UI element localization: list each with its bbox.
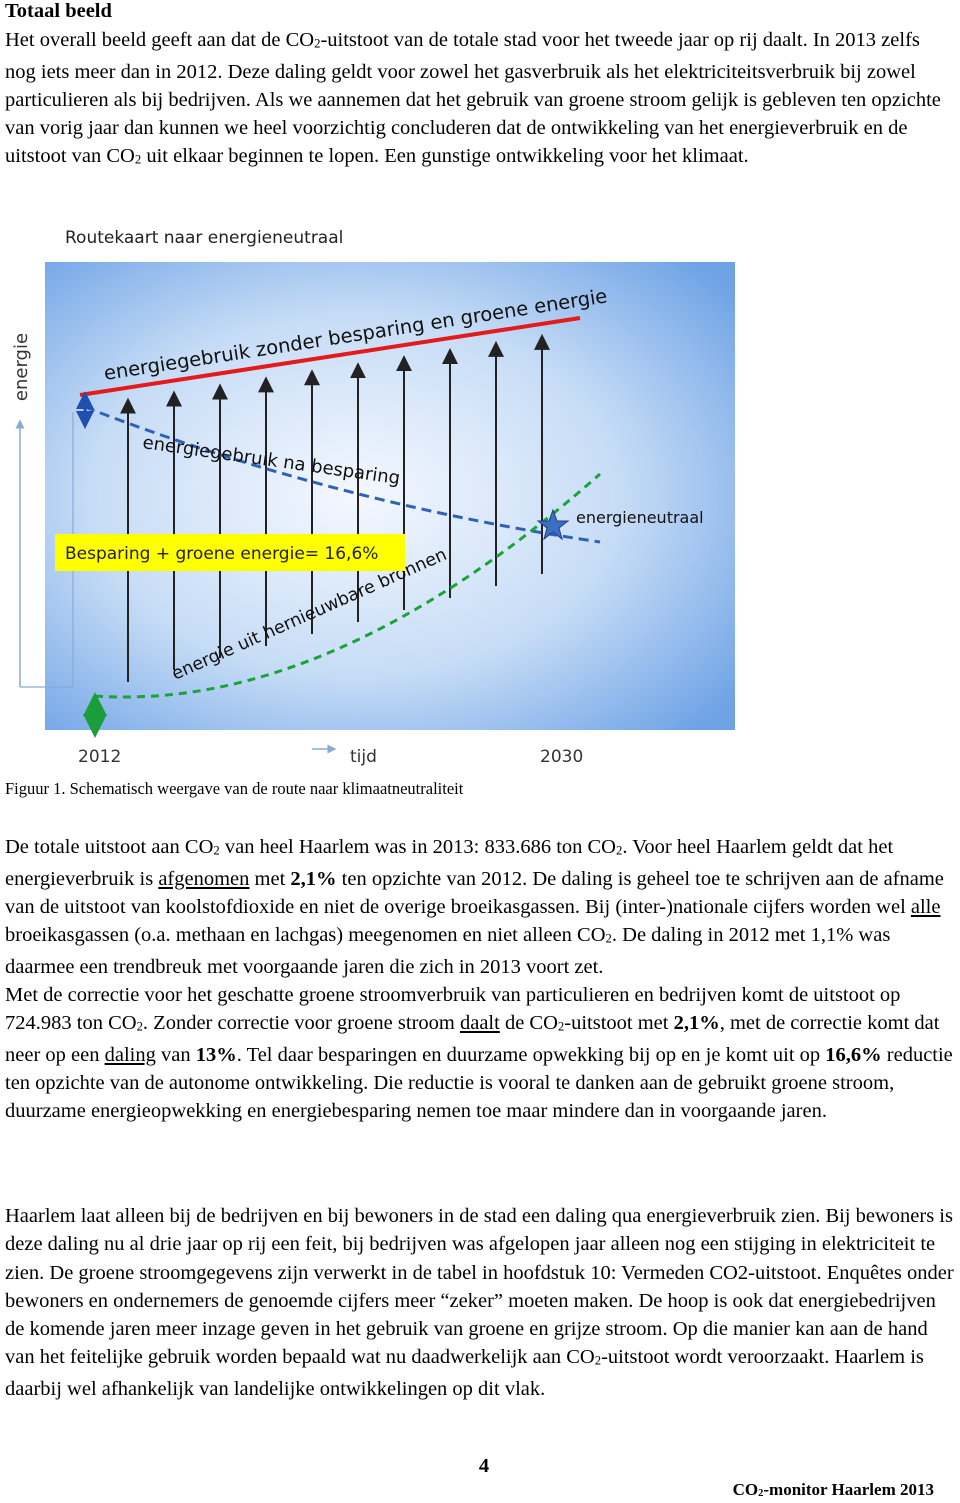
text-run-sub: 2 — [605, 931, 612, 946]
text-run: reductie ten opzichte van de autonome on… — [5, 1043, 953, 1123]
paragraph: De totale uitstoot aan CO2 van heel Haar… — [5, 833, 955, 981]
text-run-bold: 16,6% — [825, 1043, 882, 1066]
text-run: -uitstoot wordt veroorzaakt. Haarlem is … — [5, 1346, 924, 1401]
paragraph: Haarlem laat alleen bij de bedrijven en … — [5, 1202, 955, 1403]
middle-line — [84, 405, 601, 544]
text-run: -uitstoot met — [564, 1012, 674, 1035]
heading: Totaal beeld — [5, 0, 112, 22]
text-run: . Tel daar besparingen en duurzame opwek… — [236, 1043, 826, 1066]
text-run: CO — [732, 1480, 759, 1499]
text-run-sub: 2 — [758, 1488, 764, 1500]
text-run-underline: daalt — [459, 1012, 500, 1035]
page-number: 4 — [478, 1455, 490, 1477]
text-run-sub: 2 — [557, 1019, 565, 1034]
upper-line — [79, 316, 581, 397]
lower-line — [94, 472, 601, 699]
text-run-sub: 2 — [136, 1019, 143, 1034]
section: Haarlem laat alleen bij de bedrijven en … — [5, 1202, 955, 1403]
text-run: Met de correctie voor het geschatte groe… — [5, 984, 901, 1035]
x-start-label: 2012 — [78, 747, 121, 767]
text-run: , met de correctie komt dat neer op een — [5, 1012, 940, 1066]
highlight-box — [55, 534, 405, 571]
text-run: van heel Haarlem was in 2013: 833.686 to… — [219, 836, 616, 858]
star — [536, 508, 570, 541]
text-run: . Zonder correctie voor groene stroom — [142, 1012, 460, 1035]
section: Het overall beeld geeft aan dat de CO2-u… — [5, 26, 955, 174]
text-run-underline: afgenomen — [158, 867, 250, 890]
x-end-label: 2030 — [540, 747, 583, 767]
paragraph: Het overall beeld geeft aan dat de CO2-u… — [5, 26, 955, 174]
text-run-sub: 2 — [594, 1353, 602, 1368]
text-run: De totale uitstoot aan CO — [5, 836, 214, 858]
text-run-underline: daling — [104, 1043, 156, 1066]
box-label: Besparing + groene energie= 16,6% — [65, 544, 378, 564]
text-run-bold: 2,1% — [290, 867, 337, 890]
text-run: . De daling in 2012 met 1,1% was daarmee… — [5, 924, 891, 978]
text-run-sub: 2 — [213, 843, 220, 858]
text-run: uit elkaar beginnen te lopen. Een gunsti… — [141, 145, 749, 168]
x-axis-label: tijd — [350, 747, 377, 767]
text-run: van — [155, 1043, 196, 1066]
bracket — [20, 412, 74, 688]
text-run-sub: 2 — [134, 152, 142, 167]
caption: Figuur 1. Schematisch weergave van de ro… — [5, 779, 464, 798]
text-run: . Voor heel Haarlem geldt dat het energi… — [5, 836, 894, 890]
text-run: Haarlem laat alleen bij de bedrijven en … — [5, 1205, 954, 1369]
text-run: ten opzichte van 2012. De daling is gehe… — [5, 867, 944, 918]
text-run-underline: alle — [910, 895, 941, 918]
text-run-bold: 2,1% — [673, 1012, 720, 1035]
footer: CO2-monitor Haarlem 2013 — [733, 1480, 934, 1500]
text-run: de CO — [499, 1012, 558, 1035]
text-run-sub: 2 — [616, 843, 623, 858]
figure-title: Routekaart naar energieneutraal — [65, 228, 343, 248]
text-run-bold: 13% — [195, 1043, 237, 1066]
text-run-sub: 2 — [314, 36, 321, 51]
figure: Routekaart naar energieneutraal energie … — [11, 228, 735, 767]
text-run: Het overall beeld geeft aan dat de CO — [5, 29, 315, 51]
text-run: -uitstoot van de totale stad voor het tw… — [5, 29, 941, 168]
text-run: broeikasgassen (o.a. methaan en lachgas)… — [5, 924, 606, 947]
point-label: energieneutraal — [576, 508, 704, 527]
y-axis-label: energie — [11, 333, 32, 401]
diagram-background — [45, 262, 735, 730]
text-run: -monitor Haarlem 2013 — [763, 1480, 934, 1499]
paragraph: Met de correctie voor het geschatte groe… — [5, 981, 955, 1126]
section: De totale uitstoot aan CO2 van heel Haar… — [5, 833, 955, 1126]
text-run: met — [249, 867, 291, 890]
